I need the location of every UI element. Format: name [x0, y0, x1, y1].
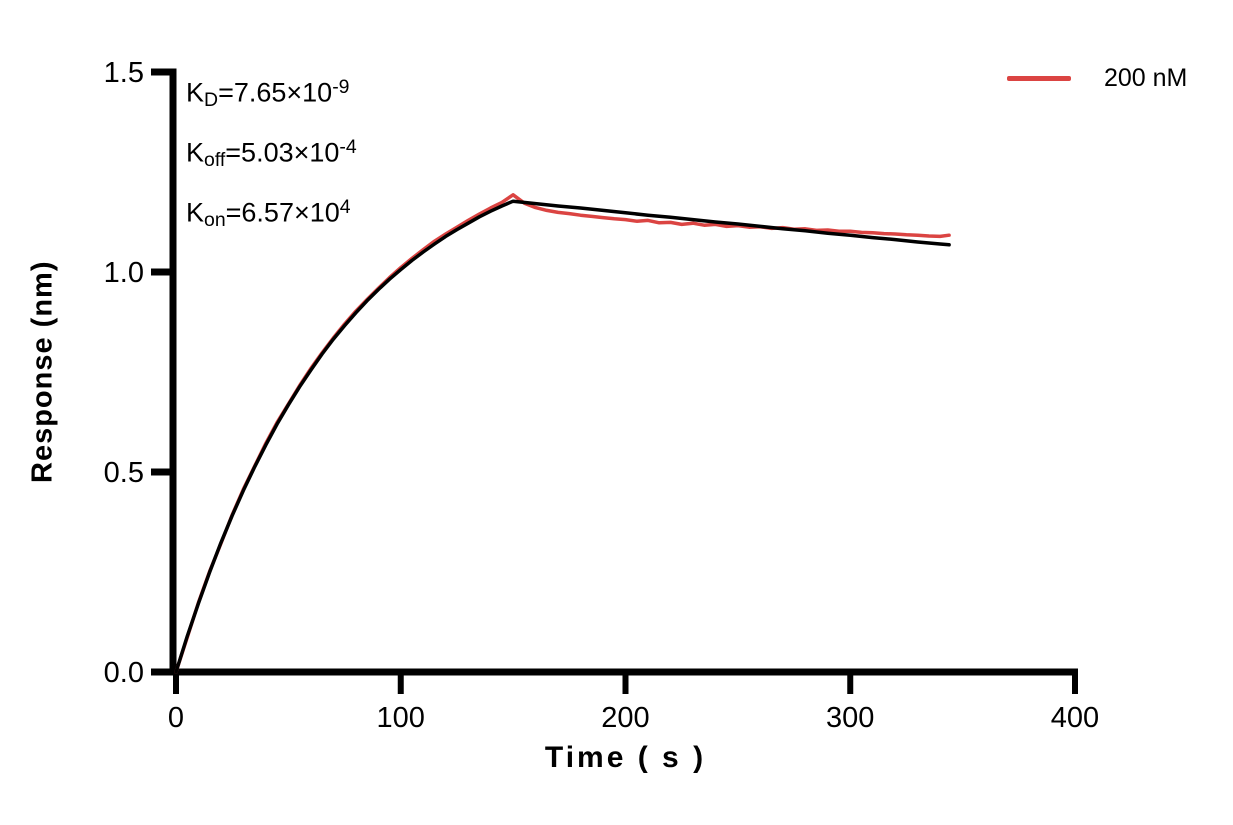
x-tick-label: 100 [377, 702, 425, 734]
koff-annotation: Koff=5.03×10-4 [186, 136, 357, 171]
x-tick-label: 300 [826, 702, 874, 734]
series-line-200-nm-measured [174, 193, 951, 674]
legend: 200 nM [1007, 64, 1187, 93]
legend-line-swatch [1007, 76, 1071, 81]
kd-annotation: KD=7.65×10-9 [186, 76, 350, 111]
y-tick-label: 0.5 [104, 457, 144, 489]
kinetic-constants: KD=7.65×10-9 Koff=5.03×10-4 Kon=6.57×104 [186, 64, 357, 244]
x-tick-label: 0 [168, 702, 184, 734]
y-tick-label: 1.0 [104, 257, 144, 289]
y-axis-title: Response (nm) [26, 260, 59, 484]
series-line-fit [174, 199, 951, 674]
legend-label: 200 nM [1104, 64, 1188, 92]
y-tick-label: 1.5 [104, 57, 144, 89]
x-axis-title: Time ( s ) [544, 741, 707, 774]
y-tick-label: 0.0 [104, 657, 144, 689]
x-tick-label: 400 [1051, 702, 1099, 734]
x-tick-label: 200 [601, 702, 649, 734]
kon-annotation: Kon=6.57×104 [186, 196, 351, 231]
